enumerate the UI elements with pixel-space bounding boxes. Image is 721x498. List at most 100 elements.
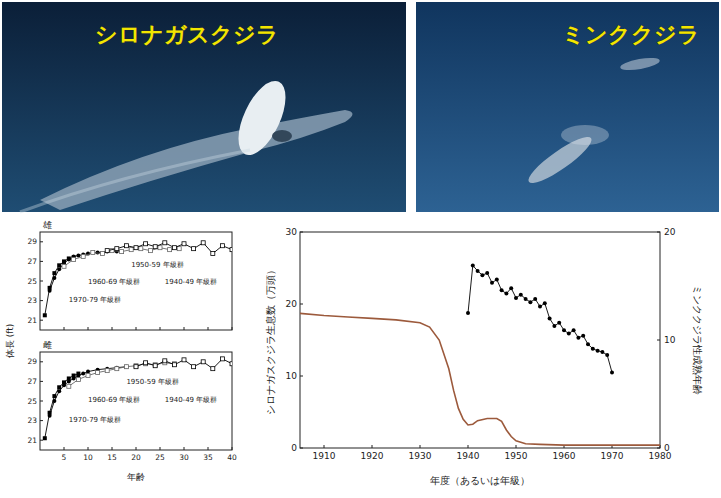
data-point — [220, 357, 224, 361]
x-tick-label: 10 — [83, 453, 93, 462]
y-tick — [300, 304, 303, 305]
data-point — [182, 242, 186, 246]
data-point — [62, 264, 66, 268]
plot-area — [43, 357, 232, 440]
data-point — [86, 374, 90, 378]
data-point — [67, 256, 71, 260]
x-tick — [324, 445, 325, 448]
plot-frame — [300, 232, 660, 448]
y2-tick — [657, 340, 660, 341]
data-point — [115, 367, 119, 371]
y-tick-label: 29 — [27, 237, 37, 246]
data-point — [134, 246, 138, 250]
y-tick-label: 23 — [27, 416, 37, 425]
x-tick-label: 1970 — [601, 451, 624, 461]
data-point — [172, 246, 176, 250]
photo: シロナガスクジラ — [2, 2, 406, 212]
data-point — [480, 273, 484, 277]
y-tick-label: 23 — [27, 296, 37, 305]
data-point — [91, 251, 95, 255]
data-point — [43, 436, 47, 440]
x-tick-label: 1940 — [457, 451, 480, 461]
x-tick — [136, 327, 137, 330]
plot-frame — [40, 232, 232, 330]
x-tick — [232, 447, 233, 450]
plot-area — [300, 263, 660, 445]
data-point — [538, 305, 542, 309]
data-point — [120, 250, 124, 254]
x-tick-label: 35 — [203, 453, 213, 462]
data-point — [163, 241, 167, 245]
y-tick — [40, 440, 43, 441]
panel-title: 雄 — [42, 220, 52, 230]
data-point — [192, 247, 196, 251]
data-point — [52, 276, 56, 280]
data-point — [124, 365, 128, 369]
y-tick-label: 0 — [291, 443, 297, 453]
data-point — [495, 278, 499, 282]
data-point — [144, 361, 148, 365]
plot-frame — [40, 352, 232, 450]
y-tick-label: 29 — [27, 357, 37, 366]
data-point — [567, 332, 571, 336]
data-point — [168, 248, 172, 252]
data-point — [211, 367, 215, 371]
x-tick-label: 25 — [155, 453, 165, 462]
x-tick — [160, 327, 161, 330]
x-tick-label: 5 — [62, 453, 67, 462]
y-axis-title: シロナガスクジラ生息数（万頭） — [265, 265, 276, 415]
y-tick — [40, 361, 43, 362]
x-tick — [232, 327, 233, 330]
data-point — [543, 301, 547, 305]
y2-tick — [657, 448, 660, 449]
y-tick — [40, 241, 43, 242]
y-tick — [300, 448, 303, 449]
data-point — [57, 263, 61, 267]
y-tick — [40, 320, 43, 321]
data-point — [129, 248, 133, 252]
data-point — [471, 263, 475, 267]
series-line — [50, 367, 127, 416]
data-point — [552, 324, 556, 328]
data-point — [504, 292, 508, 296]
data-point — [62, 383, 66, 387]
x-tick-label: 1930 — [409, 451, 432, 461]
data-point — [105, 369, 109, 373]
y-tick-label: 27 — [27, 257, 37, 266]
y-tick — [40, 420, 43, 421]
data-point — [72, 376, 76, 380]
data-point — [576, 336, 580, 340]
data-point — [153, 363, 157, 367]
data-point — [57, 385, 61, 389]
y-tick — [40, 381, 43, 382]
spout — [561, 125, 609, 145]
y-tick-label: 30 — [286, 227, 298, 237]
x-tick-label: 40 — [227, 453, 237, 462]
y-tick-label: 10 — [286, 371, 298, 381]
data-point — [105, 249, 109, 253]
x-tick-label: 1950 — [505, 451, 528, 461]
x-tick — [208, 447, 209, 450]
data-point — [52, 399, 56, 403]
data-point — [524, 297, 528, 301]
data-point — [81, 255, 85, 259]
data-point — [220, 244, 224, 248]
data-point — [144, 242, 148, 246]
series-label: 1960-69 年級群 — [88, 278, 140, 286]
chart: 1910192019301940195019601970198001020300… — [265, 227, 703, 486]
data-point — [57, 389, 61, 393]
data-point — [96, 371, 100, 375]
panel-title: 雌 — [43, 340, 52, 350]
data-point — [581, 334, 585, 338]
data-point — [514, 296, 518, 300]
data-point — [586, 342, 590, 346]
x-tick — [88, 447, 89, 450]
x-axis-title: 年度（あるいは年級） — [430, 475, 530, 486]
data-point — [148, 249, 152, 253]
data-point — [124, 365, 128, 369]
data-point — [533, 297, 537, 301]
data-point — [509, 286, 513, 290]
series-label: 1950-59 年級群 — [126, 378, 178, 386]
x-tick — [208, 327, 209, 330]
x-tick — [112, 327, 113, 330]
